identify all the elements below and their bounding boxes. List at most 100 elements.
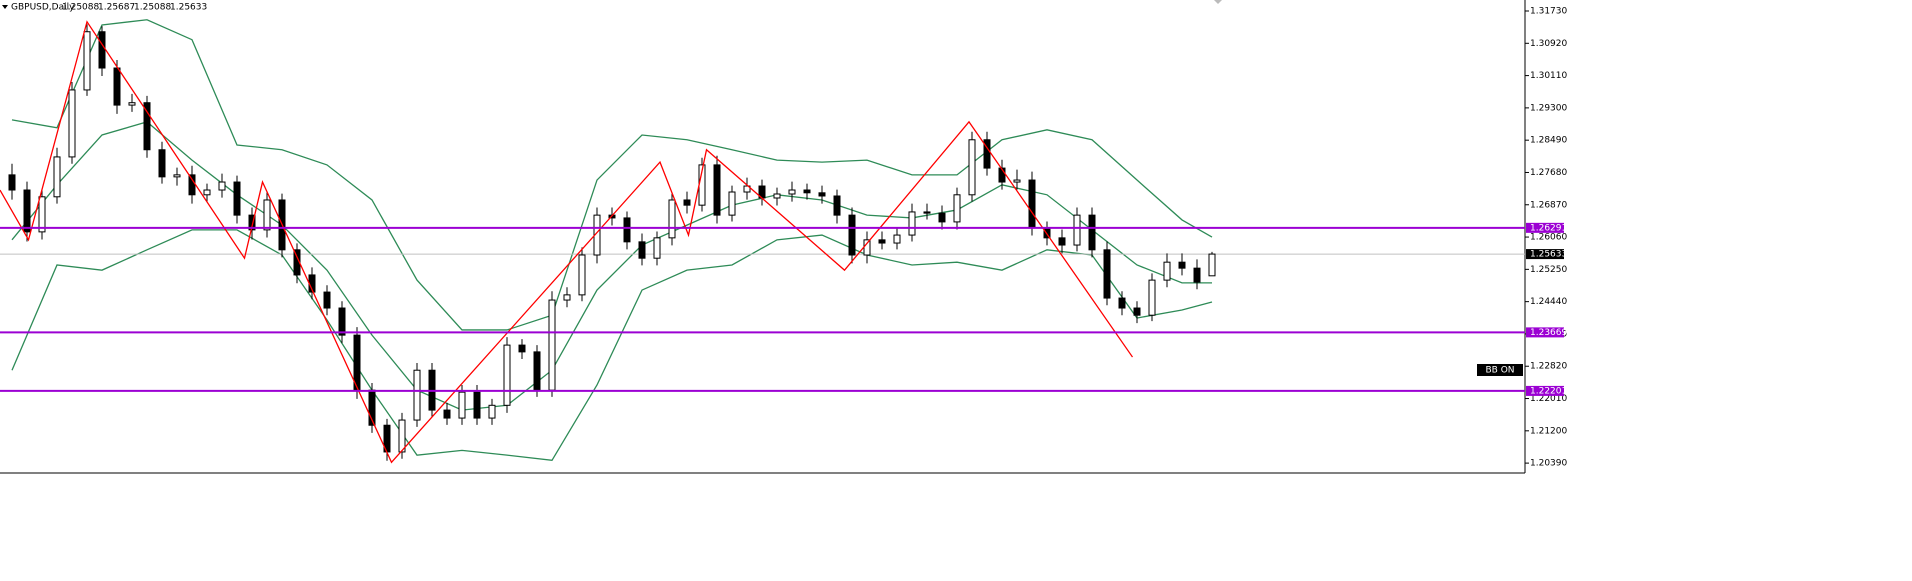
candle-body	[8, 174, 16, 191]
candle-body	[203, 189, 211, 196]
y-tick-label: 1.26870	[1530, 200, 1567, 210]
level-label-box	[1526, 385, 1564, 396]
candle-body	[623, 217, 631, 243]
candle-body	[263, 199, 271, 231]
candle-body	[1058, 237, 1066, 246]
header: GBPUSD,Daily 1.25088 1.25687 1.25088 1.2…	[11, 3, 207, 13]
level-label: 1.22201	[1530, 386, 1567, 396]
candle-body	[1103, 249, 1111, 299]
candle-body	[803, 189, 811, 194]
y-tick-label: 1.21200	[1530, 426, 1567, 436]
candle-body	[338, 307, 346, 336]
candle-body	[788, 189, 796, 195]
y-tick-label: 1.30110	[1530, 71, 1567, 81]
candle-body	[98, 31, 106, 69]
candle-body	[773, 193, 781, 199]
price-label: 1.25633	[1530, 250, 1567, 260]
bollinger-middle	[11, 121, 1212, 411]
candle-body	[518, 344, 526, 353]
candle-body	[848, 214, 856, 256]
plot-area	[0, 0, 1525, 473]
candle-body	[173, 174, 181, 178]
candle-body	[1013, 179, 1021, 183]
shift-marker	[1214, 0, 1222, 4]
candle-body	[653, 237, 661, 259]
level-label-box	[1526, 327, 1564, 338]
bollinger-lower	[11, 229, 1213, 462]
candle-body	[1148, 279, 1156, 316]
y-tick-label: 1.25250	[1530, 265, 1567, 275]
candle-body	[728, 191, 736, 216]
candle-body	[38, 196, 46, 233]
candle-body	[668, 199, 676, 239]
candle-body	[533, 351, 541, 391]
candle-body	[188, 174, 196, 196]
y-tick-label: 1.22010	[1530, 394, 1567, 404]
level-label-box	[1526, 222, 1564, 233]
candle-body	[158, 149, 166, 178]
candle-body	[923, 211, 931, 214]
candle-body	[818, 192, 826, 197]
y-tick-label: 1.27680	[1530, 168, 1567, 178]
candle-body	[1073, 214, 1081, 246]
level-label: 1.23669	[1530, 328, 1567, 338]
candle-body	[398, 419, 406, 453]
y-tick-label: 1.26060	[1530, 233, 1567, 243]
low-value: 1.25088	[134, 3, 171, 13]
price-label-box	[1526, 249, 1564, 260]
bollinger-upper	[11, 19, 1213, 331]
candle-body	[83, 31, 91, 91]
y-tick-label: 1.24440	[1530, 297, 1567, 307]
candle-body	[113, 67, 121, 106]
y-tick-label: 1.20390	[1530, 459, 1567, 469]
candle-body	[713, 164, 721, 216]
badge-text: BB ON	[1485, 366, 1514, 376]
candle-body	[1163, 261, 1171, 281]
open-value: 1.25088	[62, 3, 99, 13]
candle-body	[1133, 307, 1141, 316]
close-value: 1.25633	[170, 3, 207, 13]
candle-body	[833, 195, 841, 216]
level-label: 1.26291	[1530, 223, 1567, 233]
collapse-arrow[interactable]	[2, 5, 8, 9]
candle-body	[938, 212, 946, 223]
candle-body	[218, 181, 226, 191]
candle-body	[488, 404, 496, 419]
candle-body	[443, 409, 451, 419]
candle-body	[53, 156, 61, 198]
y-tick-label: 1.30920	[1530, 39, 1567, 49]
candle-body	[68, 89, 76, 158]
candle-body	[953, 194, 961, 223]
y-tick-label: 1.31730	[1530, 7, 1567, 17]
candle-body	[1088, 214, 1096, 251]
candle-body	[968, 139, 976, 196]
candle-body	[908, 211, 916, 236]
candle-body	[503, 344, 511, 406]
y-tick-label: 1.22820	[1530, 362, 1567, 372]
candle-body	[1118, 297, 1126, 309]
candle-body	[248, 214, 256, 231]
candle-body	[578, 254, 586, 296]
candle-body	[128, 102, 136, 106]
candle-body	[143, 102, 151, 151]
candle-body	[998, 167, 1006, 183]
candle-body	[413, 369, 421, 421]
candle-body	[683, 199, 691, 206]
zigzag	[0, 20, 1134, 464]
candle-body	[23, 189, 31, 233]
candle-body	[863, 239, 871, 256]
candle-body	[548, 299, 556, 391]
candle-body	[1028, 179, 1036, 229]
high-value: 1.25687	[98, 3, 135, 13]
candle-body	[563, 294, 571, 301]
badge	[1477, 364, 1523, 376]
candle-body	[893, 234, 901, 244]
y-tick-label: 1.28490	[1530, 136, 1567, 146]
candle-body	[473, 391, 481, 419]
candle-body	[458, 391, 466, 419]
candle-body	[983, 139, 991, 169]
candle-body	[743, 185, 751, 193]
candle-body	[233, 181, 241, 216]
